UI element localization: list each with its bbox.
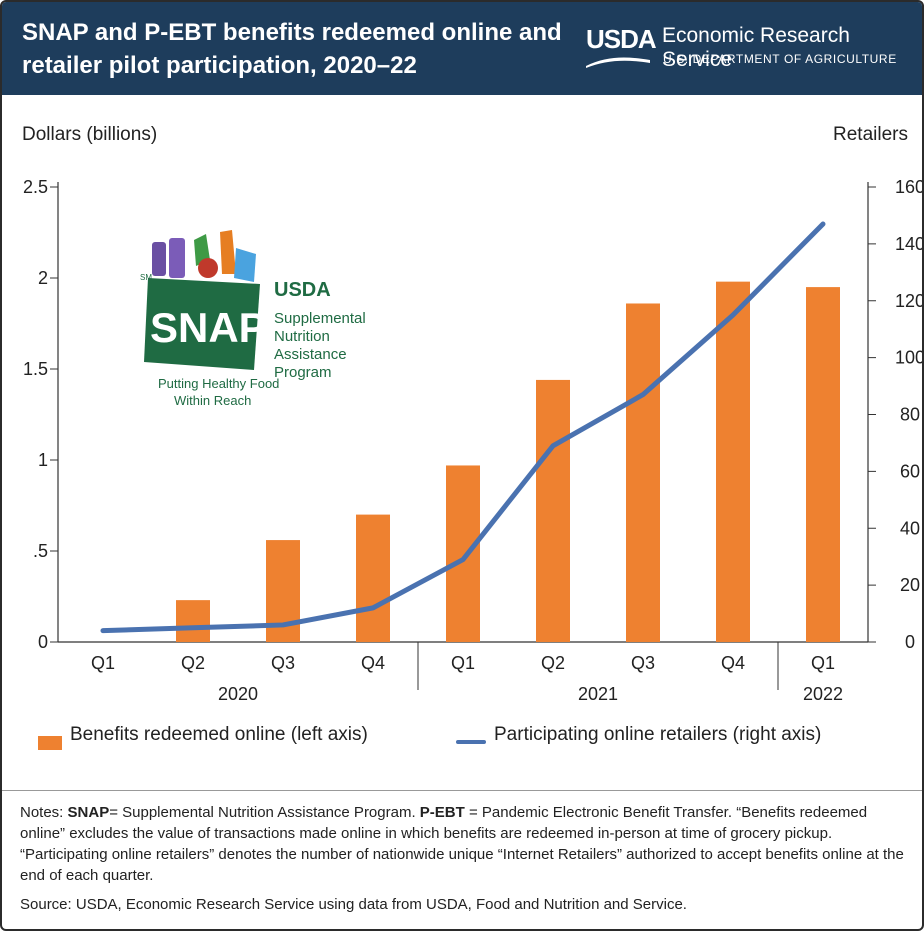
chart-plot: 0 .5 1 1.5 2 2.5 0 20 40 60 80 100 120 140 160 Q1 Q2 Q3 Q4…: [23, 177, 922, 704]
department-name: U.S. DEPARTMENT OF AGRICULTURE: [663, 52, 897, 66]
right-tick-label: 120: [895, 291, 922, 311]
program-line-3: Assistance: [274, 346, 347, 363]
right-tick-label: 60: [900, 461, 920, 481]
snap-wordmark: SNAP: [150, 304, 267, 351]
notes-snap-def: = Supplemental Nutrition Assistance Prog…: [109, 804, 416, 821]
x-tick-label: Q4: [361, 653, 385, 673]
year-label: 2021: [578, 684, 618, 704]
x-tick-label: Q2: [181, 653, 205, 673]
x-tick-label: Q1: [451, 653, 475, 673]
bar: [806, 287, 840, 642]
x-tick-label: Q1: [91, 653, 115, 673]
legend-line-swatch: [456, 740, 486, 744]
notes-pebt-abbr: P-EBT: [419, 804, 465, 821]
left-tick-label: 2: [38, 268, 48, 288]
legend-line-label: Participating online retailers (right ax…: [494, 724, 822, 745]
right-tick-label: 0: [905, 632, 915, 652]
x-tick-label: Q4: [721, 653, 745, 673]
bar: [176, 600, 210, 642]
year-label: 2020: [218, 684, 258, 704]
x-tick-label: Q2: [541, 653, 565, 673]
left-tick-label: .5: [33, 541, 48, 561]
left-tick-label: 0: [38, 632, 48, 652]
bar: [716, 281, 750, 642]
right-tick-label: 40: [900, 518, 920, 538]
left-axis-title: Dollars (billions): [22, 124, 158, 145]
snap-usda-text: USDA: [274, 279, 331, 301]
notes-prefix: Notes:: [20, 804, 64, 821]
bar: [446, 465, 480, 642]
snap-logo: SM SNAP USDA Supplemental Nutrition Assi…: [140, 230, 366, 408]
notes: Notes: SNAP= Supplemental Nutrition Assi…: [20, 802, 910, 886]
usda-logo-text: USDA: [586, 24, 657, 54]
right-axis-title: Retailers: [833, 124, 908, 145]
program-line-1: Supplemental: [274, 310, 366, 327]
x-tick-label: Q3: [631, 653, 655, 673]
header-banner: SNAP and P-EBT benefits redeemed online …: [2, 2, 922, 95]
left-tick-label: 1.5: [23, 359, 48, 379]
bar: [536, 379, 570, 642]
legend-bar-label: Benefits redeemed online (left axis): [70, 724, 368, 745]
notes-body: “Benefits redeemed online” excludes the …: [20, 804, 904, 884]
notes-divider: [2, 790, 922, 791]
x-tick-label: Q3: [271, 653, 295, 673]
grocery-bag-icon: [144, 230, 260, 370]
tagline-line-1: Putting Healthy Food: [158, 376, 279, 391]
program-line-4: Program: [274, 364, 332, 381]
year-label: 2022: [803, 684, 843, 704]
usda-swoosh-icon: [586, 57, 650, 68]
notes-pebt-def: = Pandemic Electronic Benefit Transfer.: [468, 804, 733, 821]
x-tick-label: Q1: [811, 653, 835, 673]
left-tick-label: 2.5: [23, 177, 48, 197]
service-mark: SM: [140, 273, 152, 282]
tagline-line-2: Within Reach: [174, 393, 251, 408]
chart-title: SNAP and P-EBT benefits redeemed online …: [22, 19, 562, 79]
source-note: Source: USDA, Economic Research Service …: [20, 896, 687, 913]
legend-bar-swatch: [38, 736, 62, 750]
agency-name: Economic Research Service: [662, 24, 850, 71]
bar: [356, 514, 390, 642]
program-line-2: Nutrition: [274, 328, 330, 345]
retailers-line: [100, 221, 826, 634]
right-tick-label: 100: [895, 348, 922, 368]
right-tick-label: 140: [895, 234, 922, 254]
right-tick-label: 160: [895, 177, 922, 197]
right-tick-label: 20: [900, 575, 920, 595]
bar: [626, 303, 660, 642]
notes-snap-abbr: SNAP: [67, 804, 110, 821]
right-tick-label: 80: [900, 405, 920, 425]
left-tick-label: 1: [38, 450, 48, 470]
